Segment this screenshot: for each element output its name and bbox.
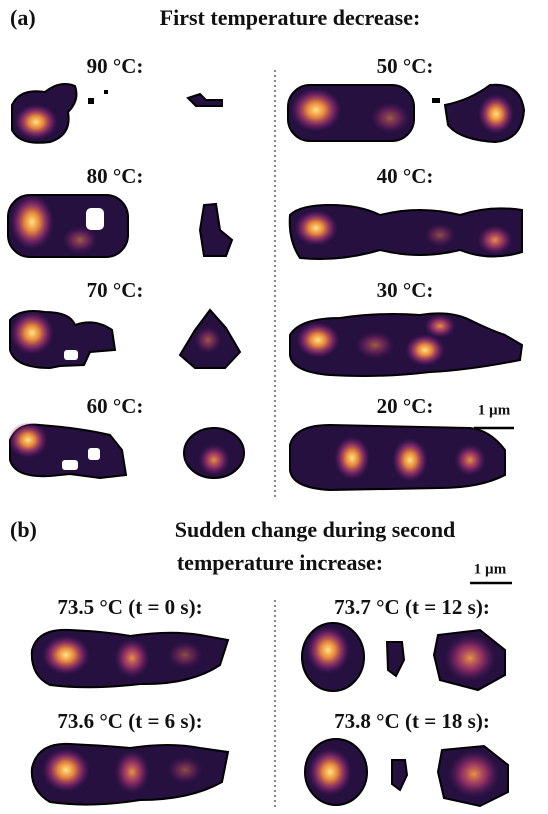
shape xyxy=(62,460,78,470)
shape xyxy=(306,626,350,674)
image-label: 73.8 °C (t = 18 s): xyxy=(334,709,490,733)
shape xyxy=(10,194,54,250)
shape xyxy=(448,750,500,798)
micrograph xyxy=(289,423,506,492)
shape xyxy=(294,210,338,246)
shape xyxy=(424,314,456,338)
shape xyxy=(432,98,440,103)
image-label: 80 °C: xyxy=(87,164,144,188)
image-label: 50 °C: xyxy=(377,54,434,78)
scale-bar-label: 1 µm xyxy=(478,402,511,418)
image-label: 40 °C: xyxy=(377,164,434,188)
shape xyxy=(405,334,445,366)
shape xyxy=(289,312,524,377)
shape xyxy=(391,759,409,792)
shape xyxy=(296,322,340,358)
shape xyxy=(114,750,150,794)
shape xyxy=(167,641,203,669)
shape xyxy=(355,331,395,359)
shape xyxy=(198,202,234,257)
panel-label: (b) xyxy=(10,517,37,542)
scale-bar-label: 1 µm xyxy=(474,561,507,577)
micrograph xyxy=(287,83,526,144)
image-label: 73.6 °C (t = 6 s): xyxy=(57,709,202,733)
shape xyxy=(444,634,496,682)
micrograph xyxy=(30,628,230,689)
shape xyxy=(334,436,370,480)
micrograph xyxy=(7,194,234,258)
shape xyxy=(42,748,90,792)
image-label: 90 °C: xyxy=(87,54,144,78)
panel-title: temperature increase: xyxy=(177,550,383,575)
shape xyxy=(198,444,230,476)
shape xyxy=(477,225,513,255)
micrograph xyxy=(9,308,242,370)
micrograph xyxy=(289,312,524,377)
shape xyxy=(194,326,222,354)
shape xyxy=(88,448,100,460)
shape xyxy=(186,92,223,107)
micrograph xyxy=(8,422,245,480)
image-label: 73.7 °C (t = 12 s): xyxy=(334,595,490,619)
shape xyxy=(308,748,352,796)
shape xyxy=(86,208,104,230)
image-label: 20 °C: xyxy=(377,394,434,418)
shape xyxy=(424,223,456,247)
shape xyxy=(385,641,406,678)
panel-title: Sudden change during second xyxy=(175,517,456,542)
shape xyxy=(370,102,410,134)
micrograph xyxy=(11,83,223,144)
shape xyxy=(8,422,48,458)
shape xyxy=(454,444,486,476)
image-label: 70 °C: xyxy=(87,278,144,302)
micrograph xyxy=(30,742,230,806)
shape xyxy=(88,98,94,104)
shape xyxy=(167,756,203,784)
panel-title: First temperature decrease: xyxy=(160,5,421,30)
image-label: 30 °C: xyxy=(377,278,434,302)
micrograph xyxy=(304,738,509,808)
panel-label: (a) xyxy=(10,5,36,30)
shape xyxy=(114,638,150,678)
shape xyxy=(14,104,58,140)
shape xyxy=(288,203,523,260)
image-label: 73.5 °C (t = 0 s): xyxy=(57,595,202,619)
shape xyxy=(64,350,78,360)
micrograph xyxy=(301,622,506,692)
shape xyxy=(392,438,428,482)
shape xyxy=(290,88,342,132)
shape xyxy=(478,94,514,134)
shape xyxy=(104,90,108,94)
image-label: 60 °C: xyxy=(87,394,144,418)
shape xyxy=(42,635,90,675)
shape xyxy=(62,226,98,254)
micrograph xyxy=(288,203,523,260)
shape xyxy=(10,311,54,355)
